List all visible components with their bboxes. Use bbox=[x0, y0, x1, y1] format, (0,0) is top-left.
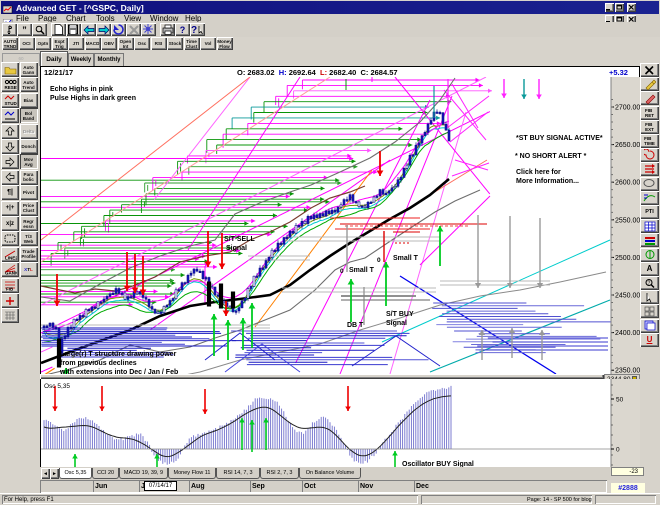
svg-text:* NO SHORT ALERT *: * NO SHORT ALERT * bbox=[515, 153, 587, 160]
svg-text:LINE2: LINE2 bbox=[5, 255, 17, 260]
svg-text:2600.00: 2600.00 bbox=[615, 180, 640, 187]
svg-text:50: 50 bbox=[616, 397, 624, 404]
svg-text:2500.00: 2500.00 bbox=[615, 255, 640, 262]
svg-text:0: 0 bbox=[616, 447, 620, 454]
svg-text:Small T: Small T bbox=[393, 255, 419, 262]
svg-text:2550.00: 2550.00 bbox=[615, 217, 640, 224]
svg-text:Large(r) T structure drawing p: Large(r) T structure drawing power bbox=[60, 351, 177, 358]
svg-text:S/T BUY: S/T BUY bbox=[386, 311, 414, 318]
svg-text:2400.00: 2400.00 bbox=[615, 330, 640, 337]
svg-text:2700.00: 2700.00 bbox=[615, 105, 640, 112]
svg-text:Signal: Signal bbox=[226, 245, 247, 252]
svg-text:FIB: FIB bbox=[6, 286, 14, 291]
svg-text:*ST BUY SIGNAL ACTIVE*: *ST BUY SIGNAL ACTIVE* bbox=[516, 135, 603, 142]
svg-text:2450.00: 2450.00 bbox=[615, 293, 640, 300]
svg-text:from previous declines: from previous declines bbox=[60, 360, 137, 367]
svg-text:DB T: DB T bbox=[347, 322, 364, 329]
svg-text:GANN: GANN bbox=[5, 271, 17, 276]
svg-text:with extensions into Dec / Jan: with extensions into Dec / Jan / Feb bbox=[59, 369, 178, 374]
svg-text:Small T: Small T bbox=[349, 267, 375, 274]
svg-text:0: 0 bbox=[340, 268, 344, 275]
svg-text:More Information...: More Information... bbox=[516, 178, 579, 185]
svg-text:Oscillator BUY Signal: Oscillator BUY Signal bbox=[402, 461, 474, 467]
svg-text:S/T SELL: S/T SELL bbox=[224, 236, 255, 243]
svg-text:2350.00: 2350.00 bbox=[615, 368, 640, 374]
svg-text:2650.00: 2650.00 bbox=[615, 142, 640, 149]
svg-text:Osc 5,35: Osc 5,35 bbox=[44, 383, 70, 390]
svg-text:0: 0 bbox=[377, 257, 381, 264]
svg-text:?: ? bbox=[647, 280, 650, 286]
svg-text:Signal: Signal bbox=[386, 320, 407, 327]
svg-text:Pulse Highs in dark green: Pulse Highs in dark green bbox=[50, 95, 136, 102]
svg-text:?: ? bbox=[191, 25, 197, 35]
svg-text:Click here for: Click here for bbox=[516, 169, 561, 176]
svg-text:STUDY: STUDY bbox=[4, 101, 17, 106]
svg-text:RESET: RESET bbox=[4, 85, 17, 90]
svg-text:Echo Highs in pink: Echo Highs in pink bbox=[50, 86, 113, 93]
